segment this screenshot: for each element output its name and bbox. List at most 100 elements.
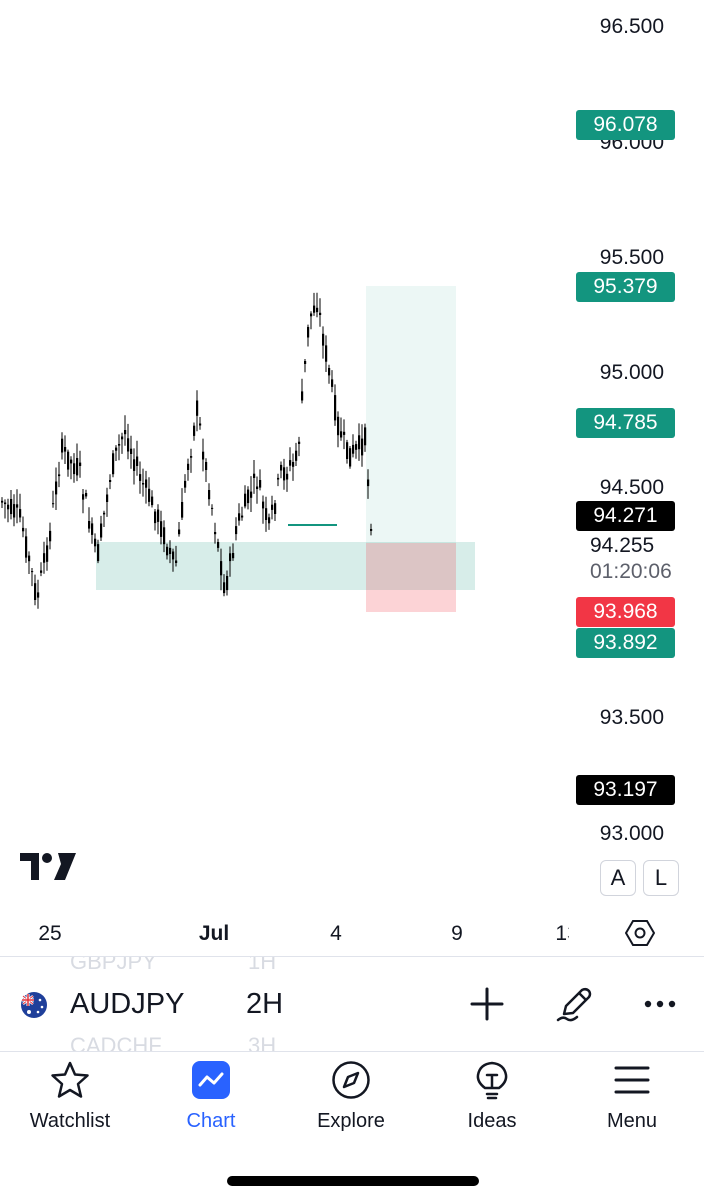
tradingview-logo-icon [20, 853, 76, 880]
candle-body [100, 523, 103, 538]
candle-body [70, 459, 73, 464]
candle-body [193, 425, 196, 436]
candle-body [46, 545, 49, 562]
nav-explore[interactable]: Explore [291, 1060, 411, 1133]
time-axis-label: 25 [38, 922, 62, 945]
candle-body [13, 504, 16, 518]
lower-level-tag: 93.197 [576, 775, 675, 805]
candle-body [199, 423, 202, 426]
more-icon[interactable] [640, 984, 680, 1024]
candle-body [295, 450, 298, 461]
candle-body [178, 529, 181, 535]
candle-body [61, 438, 64, 453]
draw-pen-icon[interactable] [555, 984, 595, 1024]
candle-body [352, 444, 355, 454]
candle-body [247, 489, 250, 504]
nav-watchlist[interactable]: Watchlist [10, 1060, 130, 1133]
candle-body [124, 430, 127, 435]
candle-body [10, 499, 13, 515]
price-scale-label: 95.000 [599, 361, 664, 384]
candle-body [127, 438, 130, 452]
nav-chart[interactable]: Chart [151, 1060, 271, 1133]
nav-menu[interactable]: Menu [572, 1060, 692, 1133]
nav-label: Watchlist [29, 1110, 111, 1132]
candle-body [169, 547, 172, 554]
candle-body [91, 523, 94, 535]
candle-body [355, 444, 358, 450]
candle-body [322, 333, 325, 346]
symbol-name[interactable]: AUDJPY [70, 988, 185, 1020]
candle-body [220, 561, 223, 576]
candle-body [25, 536, 28, 558]
candle-body [88, 521, 91, 529]
candle-body [76, 458, 79, 476]
time-axis-label: Jul [198, 922, 230, 945]
candle-body [292, 462, 295, 467]
candle-body [73, 463, 76, 475]
candle-body [55, 481, 58, 495]
candle-body [349, 448, 352, 467]
candle-body [241, 515, 244, 518]
position-loss-zone[interactable] [366, 543, 456, 612]
candle-body [310, 313, 313, 317]
candle-body [313, 305, 316, 313]
interval-selector[interactable]: 2H [246, 988, 284, 1020]
candle-body [166, 546, 169, 556]
candle-body [280, 464, 283, 471]
candle-body [259, 480, 262, 488]
log-scale-button[interactable]: L [643, 860, 679, 896]
price-scale-label: 94.500 [599, 476, 664, 499]
candle-body [58, 474, 61, 477]
price-scale-label: 96.500 [599, 15, 664, 38]
level-mid-tag: 94.785 [576, 408, 675, 438]
candle-body [283, 467, 286, 481]
candle-body [157, 509, 160, 522]
candle-body [142, 483, 145, 485]
candle-body [265, 508, 268, 520]
candle-body [82, 494, 85, 500]
plus-icon[interactable] [467, 984, 507, 1024]
candle-body [346, 442, 349, 459]
candle-body [340, 431, 343, 438]
candle-body [133, 459, 136, 471]
stop-tag: 93.968 [576, 597, 675, 627]
candle-body [286, 473, 289, 480]
nav-ideas[interactable]: Ideas [432, 1060, 552, 1133]
candle-body [274, 503, 277, 514]
candle-body [268, 517, 271, 524]
candle-body [151, 496, 154, 506]
candle-body [217, 542, 220, 548]
candle-body [163, 527, 166, 545]
time-axis[interactable]: 25 Jul 4 9 13 [0, 912, 704, 954]
price-chart[interactable] [0, 0, 704, 910]
candle-body [115, 447, 118, 451]
symbol-bar[interactable]: GBPJPY 1H CADCHF 3H AUDJPY 2H [0, 956, 704, 1052]
candle-body [343, 431, 346, 435]
candle-body [181, 502, 184, 518]
candle-body [145, 479, 148, 488]
chart-area[interactable]: 96.500 96.000 95.500 95.000 94.500 93.50… [0, 0, 704, 955]
nav-label: Menu [606, 1110, 658, 1132]
position-profit-zone[interactable] [366, 286, 456, 543]
candle-body [328, 368, 331, 376]
candle-body [226, 576, 229, 591]
candle-body [52, 503, 55, 505]
entry-low-tag: 93.892 [576, 628, 675, 658]
candle-body [22, 527, 25, 532]
candle-body [364, 427, 367, 446]
home-indicator [227, 1176, 479, 1186]
candle-body [172, 551, 175, 560]
chart-settings-icon[interactable] [625, 918, 655, 948]
candle-body [205, 462, 208, 470]
candle-body [19, 509, 22, 518]
candle-body [271, 504, 274, 510]
target-tag: 95.379 [576, 272, 675, 302]
auto-scale-button[interactable]: A [600, 860, 636, 896]
candle-body [256, 486, 259, 489]
candle-body [49, 530, 52, 542]
candle-body [337, 416, 340, 436]
candle-body [85, 493, 88, 497]
candle-body [211, 507, 214, 509]
star-icon [51, 1061, 89, 1098]
nav-label: Ideas [467, 1110, 517, 1132]
